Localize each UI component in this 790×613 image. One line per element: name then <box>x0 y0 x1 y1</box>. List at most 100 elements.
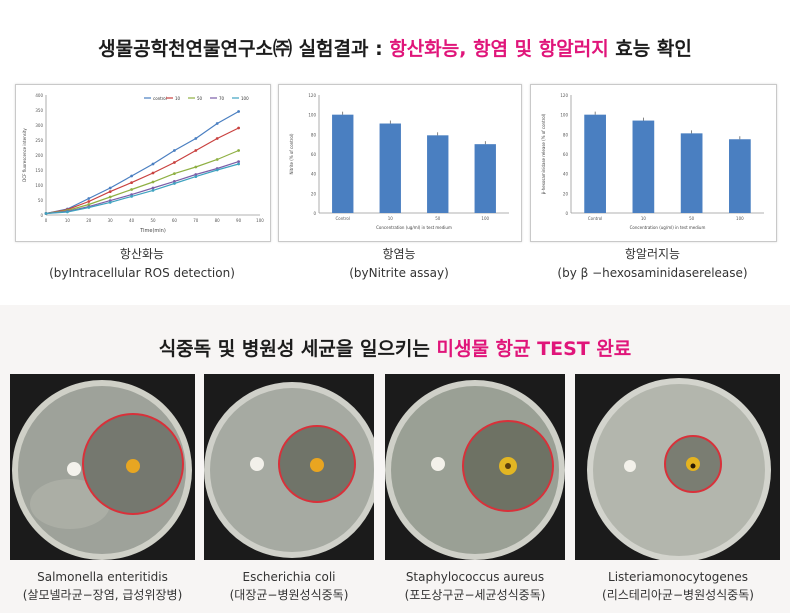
data-point <box>237 160 241 163</box>
y-tick-label: 400 <box>35 93 43 98</box>
data-point <box>194 137 198 140</box>
caption-ecoli: Escherichia coli (대장균−병원성식중독) <box>200 568 378 604</box>
y-axis-label: DCF fluorescence intensity <box>22 128 27 182</box>
caption-sub: (byIntracellular ROS detection) <box>49 266 235 280</box>
data-point <box>66 210 69 214</box>
y-tick-label: 40 <box>311 172 317 177</box>
bar-10 <box>379 123 401 213</box>
x-tick-label: 50 <box>150 218 156 223</box>
y-tick-label: 100 <box>35 183 43 188</box>
x-axis-label: Concentration (ug/ml) in test medium <box>376 225 452 230</box>
data-point <box>87 206 91 209</box>
y-tick-label: 50 <box>38 198 44 203</box>
x-tick-label: 90 <box>236 218 242 223</box>
hexosaminidase-bar-chart-svg: 0 20 40 60 80 100 120 Control 10 50 100 Concentrati… <box>541 93 764 230</box>
legend-label: 100 <box>241 96 249 101</box>
data-point <box>87 200 91 203</box>
bacteria-desc: (살모넬라균−장염, 급성위장병) <box>22 588 183 602</box>
x-tick-label: 40 <box>129 218 135 223</box>
x-tick-label: 50 <box>435 216 441 221</box>
y-tick-label: 20 <box>563 191 569 196</box>
bar-50 <box>427 135 449 213</box>
x-tick-label: 70 <box>193 218 199 223</box>
data-point <box>87 197 91 200</box>
x-tick-label: 30 <box>108 218 114 223</box>
y-tick-label: 200 <box>35 153 43 158</box>
y-tick-label: 120 <box>308 93 316 98</box>
data-point <box>151 180 155 184</box>
data-point <box>215 168 219 172</box>
x-tick-label: 60 <box>172 218 178 223</box>
section-title: 식중독 및 병원성 세균을 일으키는 미생물 항균 TEST 완료 <box>0 334 790 361</box>
y-tick-label: 250 <box>35 138 43 143</box>
bar-Control <box>332 114 354 213</box>
legend-label: 50 <box>197 96 203 101</box>
legend-label: 10 <box>175 96 181 101</box>
caption-salmonella: Salmonella enteritidis (살모넬라균−장염, 급성위장병) <box>5 568 200 604</box>
data-point <box>237 110 241 113</box>
data-point <box>173 172 176 175</box>
x-tick-label: 10 <box>641 216 647 221</box>
data-point <box>44 212 48 215</box>
x-tick-label: Control <box>588 216 602 221</box>
y-tick-label: 40 <box>563 172 569 177</box>
data-point <box>215 137 219 140</box>
nitrite-bar-chart-svg: 0 20 40 60 80 100 120 Control 10 50 100 Concentrati… <box>289 93 509 230</box>
data-point <box>173 180 176 183</box>
data-point <box>173 149 176 152</box>
y-axis-label: Nitrite (% of control) <box>289 133 294 174</box>
caption-title: 항염능 <box>382 247 416 261</box>
x-tick-label: 100 <box>481 216 489 221</box>
data-point <box>87 203 91 206</box>
chart-caption-antiallergy: 항알러지능 (by β −hexosaminidaserelease) <box>530 245 775 283</box>
bacteria-name: Salmonella enteritidis <box>37 570 168 584</box>
legend-label: control <box>153 96 167 101</box>
bacteria-name: Escherichia coli <box>242 570 336 584</box>
data-point <box>237 126 241 130</box>
title-prefix: 생물공학천연물연구소㈜ 실험결과 : <box>98 38 390 60</box>
data-point <box>108 201 112 204</box>
section-highlight: 미생물 항균 TEST 완료 <box>436 338 632 360</box>
y-tick-label: 100 <box>308 113 316 118</box>
data-point <box>151 189 155 192</box>
chart-caption-antioxidant: 항산화능 (byIntracellular ROS detection) <box>15 245 269 283</box>
data-point <box>194 149 198 152</box>
dish-photo-ecoli <box>204 374 374 560</box>
x-axis-label: Concentration (ug/ml) in test medium <box>630 225 706 230</box>
dish-photo-salmonella <box>10 374 195 560</box>
bacteria-desc: (리스테리아균−병원성식중독) <box>602 588 754 602</box>
x-tick-label: Control <box>336 216 350 221</box>
x-tick-label: 10 <box>65 218 71 223</box>
y-tick-label: 100 <box>560 113 568 118</box>
x-tick-label: 100 <box>256 218 264 223</box>
data-point <box>130 181 133 184</box>
y-tick-label: 60 <box>311 152 317 157</box>
y-tick-label: 80 <box>563 132 569 137</box>
bacteria-name: Staphylococcus aureus <box>405 570 545 584</box>
y-tick-label: 300 <box>35 123 43 128</box>
y-tick-label: 60 <box>563 152 569 157</box>
bacteria-name: Listeriamonocytogenes <box>608 570 748 584</box>
y-axis-label: β-hexosaminidase release (% of control) <box>541 113 546 194</box>
ros-line-chart-svg: 0 50 100 150 200 250 300 350 400 0 10 20 30 40 50 60 70 8… <box>22 93 264 234</box>
data-point <box>237 162 241 166</box>
nitrite-bar-chart: 0 20 40 60 80 100 120 Control 10 50 100 Concentrati… <box>278 84 522 242</box>
data-point <box>108 190 112 193</box>
bar-100 <box>474 144 496 213</box>
y-tick-label: 0 <box>565 211 568 216</box>
series-line-50 <box>45 149 239 215</box>
data-point <box>194 173 198 176</box>
data-point <box>194 165 198 169</box>
ros-line-chart: 0 50 100 150 200 250 300 350 400 0 10 20 30 40 50 60 70 8… <box>15 84 271 242</box>
legend-label: 70 <box>219 96 225 101</box>
data-point <box>173 182 176 185</box>
x-axis-label: Time(min) <box>139 228 166 234</box>
data-point <box>108 186 112 190</box>
data-point <box>130 174 133 178</box>
bar-50 <box>680 133 703 213</box>
dish-photo-staphylococcus <box>385 374 565 560</box>
series-line-10 <box>45 127 239 215</box>
data-point <box>194 175 198 178</box>
x-tick-label: 10 <box>388 216 394 221</box>
x-tick-label: 0 <box>45 218 48 223</box>
